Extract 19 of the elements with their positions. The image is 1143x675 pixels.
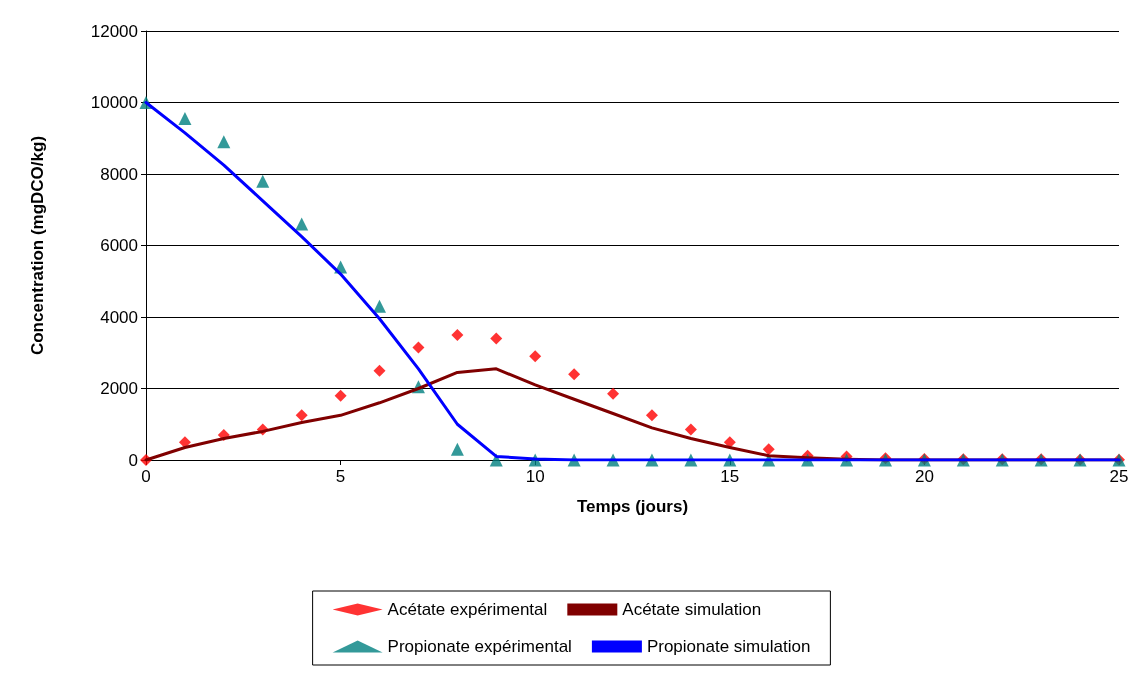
y-tick-label: 2000 <box>100 379 138 398</box>
y-tick-label: 12000 <box>90 21 138 41</box>
y-tick-label: 0 <box>128 450 138 470</box>
legend-label: Propionate expérimental <box>387 637 572 656</box>
x-tick-label: 5 <box>335 467 346 486</box>
y-tick-label: 8000 <box>100 164 138 184</box>
legend-label: Propionate simulation <box>646 637 811 656</box>
x-axis-title: Temps (jours) <box>576 497 689 516</box>
x-tick-label: 25 <box>1109 467 1129 486</box>
y-tick-label: 10000 <box>90 93 138 112</box>
x-tick-label: 0 <box>141 467 151 486</box>
x-tick-label: 15 <box>720 467 740 486</box>
legend-label: Acétate simulation <box>622 600 762 619</box>
y-axis-title: Concentration (mgDCO/kg) <box>28 135 47 356</box>
legend-label: Acétate expérimental <box>387 600 548 619</box>
y-tick-label: 6000 <box>100 236 138 255</box>
x-tick-label: 20 <box>914 467 934 486</box>
y-tick-label: 4000 <box>100 307 138 327</box>
x-tick-label: 10 <box>525 467 545 486</box>
